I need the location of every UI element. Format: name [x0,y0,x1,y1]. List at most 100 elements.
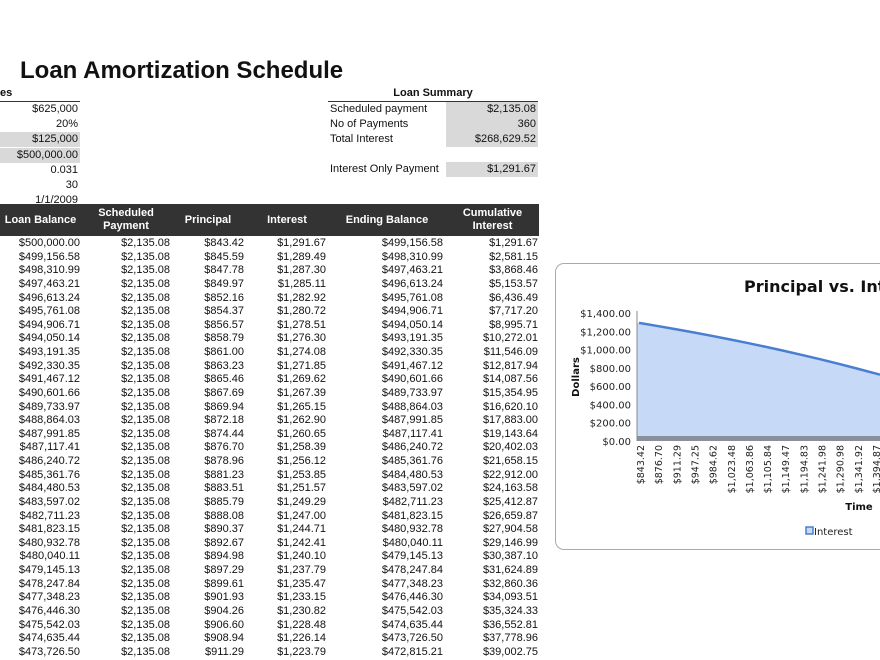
table-cell: $894.98 [204,550,244,563]
table-cell: $35,324.33 [482,605,538,617]
table-cell: $1,226.14 [277,632,326,645]
table-cell: $480,932.78 [18,536,80,549]
table-cell: $1,256.12 [277,455,326,468]
table-cell: $865.46 [204,373,244,386]
table-cell: $901.93 [204,591,244,604]
table-cell: $1,262.90 [277,414,326,427]
table-cell: $856.57 [204,318,244,331]
input-value: 20% [55,118,78,131]
y-tick-label: $600.00 [590,382,631,393]
table-cell: $1,260.65 [277,427,326,440]
x-axis-label: Time [845,502,873,513]
loan-summary-header: Loan Summary [328,87,538,102]
table-cell: $24,163.58 [482,482,538,495]
table-cell: $477,348.23 [18,591,80,604]
y-tick-label: $1,000.00 [580,346,631,357]
table-cell: $2,135.08 [121,550,170,563]
table-cell: $487,117.41 [19,441,80,454]
table-cell: $2,135.08 [121,318,170,331]
table-cell: $490,601.66 [18,386,80,399]
table-cell: $2,135.08 [121,332,170,345]
table-cell: $2,135.08 [121,250,170,263]
table-cell: $2,135.08 [121,564,170,577]
table-cell: $1,278.51 [277,318,326,331]
table-cell: $37,778.96 [482,632,538,645]
legend-label-interest: Interest [814,527,853,538]
table-cell: $2,135.08 [121,277,170,290]
table-cell: $476,446.30 [18,605,80,617]
chart-container[interactable]: Principal vs. Inter $0.00 $200.00 $400.00 $6… [555,263,880,550]
table-cell: $494,906.71 [381,305,443,318]
table-cell: $481,823.15 [381,509,443,522]
table-cell: $852.16 [204,291,244,304]
table-cell: $27,904.58 [482,523,538,536]
table-cell: $479,145.13 [381,550,443,563]
table-cell: $497,463.21 [18,277,80,290]
table-cell: $876.70 [204,441,244,454]
table-cell: $906.60 [204,618,244,631]
principal-band [637,436,880,441]
table-cell: $1,253.85 [277,468,326,481]
table-cell: $489,733.97 [381,386,443,399]
table-cell: $1,269.62 [277,373,326,386]
table-cell: $1,233.15 [277,591,326,604]
table-cell: $2,135.08 [121,291,170,304]
legend-swatch-interest [805,526,814,535]
table-cell: $473,726.50 [381,632,443,645]
chart-title: Principal vs. Inter [744,277,880,296]
table-cell: $1,287.30 [277,264,326,277]
y-tick-label: $400.00 [590,400,631,411]
table-cell: $1,223.79 [277,645,326,658]
table-cell: $1,235.47 [277,577,326,590]
table-cell: $484,480.53 [381,468,443,481]
column-header: Principal [184,213,232,226]
table-cell: $499,156.58 [381,237,443,249]
table-cell: $474,635.44 [18,632,80,645]
table-cell: $7,717.20 [489,305,538,318]
x-tick-label: $1,394.87 [872,445,880,493]
table-cell: $39,002.75 [482,645,538,658]
table-cell: $2,135.08 [121,591,170,604]
table-cell: $1,230.82 [277,605,326,617]
table-cell: $473,726.50 [18,645,80,658]
table-cell: $2,135.08 [121,577,170,590]
table-cell: $36,552.81 [482,618,538,631]
input-value: $125,000 [0,132,80,148]
table-cell: $2,135.08 [121,455,170,468]
table-cell: $2,135.08 [121,373,170,386]
y-tick-label: $200.00 [590,419,631,430]
table-cell: $1,282.92 [277,291,326,304]
table-cell: $20,402.03 [482,441,538,454]
table-cell: $478,247.84 [18,577,80,590]
table-cell: $29,146.99 [482,536,538,549]
table-cell: $861.00 [204,346,244,359]
table-cell: $1,237.79 [277,564,326,577]
table-cell: $486,240.72 [381,441,443,454]
table-cell: $21,658.15 [482,455,538,468]
table-cell: $2,135.08 [121,605,170,617]
table-cell: $2,135.08 [121,618,170,631]
summary-label: Interest Only Payment [330,163,439,175]
table-cell: $888.08 [204,509,244,522]
table-header: Loan Balance Scheduled Payment Principal In… [0,204,539,236]
table-cell: $10,272.01 [482,332,538,345]
table-cell: $26,659.87 [482,509,538,522]
table-cell: $30,387.10 [482,550,538,563]
table-cell: $892.67 [204,536,244,549]
table-cell: $31,624.89 [482,564,538,577]
table-cell: $843.42 [204,237,244,249]
table-cell: $2,135.08 [121,495,170,508]
table-cell: $479,145.13 [18,564,80,577]
table-cell: $487,991.85 [18,427,80,440]
table-cell: $492,330.35 [18,359,80,372]
table-cell: $494,050.14 [381,318,443,331]
table-cell: $2,581.15 [489,250,538,263]
summary-value: 360 [446,117,538,132]
table-cell: $858.79 [204,332,244,345]
table-cell: $2,135.08 [121,645,170,658]
x-tick-label: $876.70 [654,445,665,484]
inputs-header: es [0,87,80,102]
table-cell: $1,258.39 [277,441,326,454]
x-tick-label: $1,194.83 [799,445,810,493]
table-cell: $475,542.03 [381,605,443,617]
